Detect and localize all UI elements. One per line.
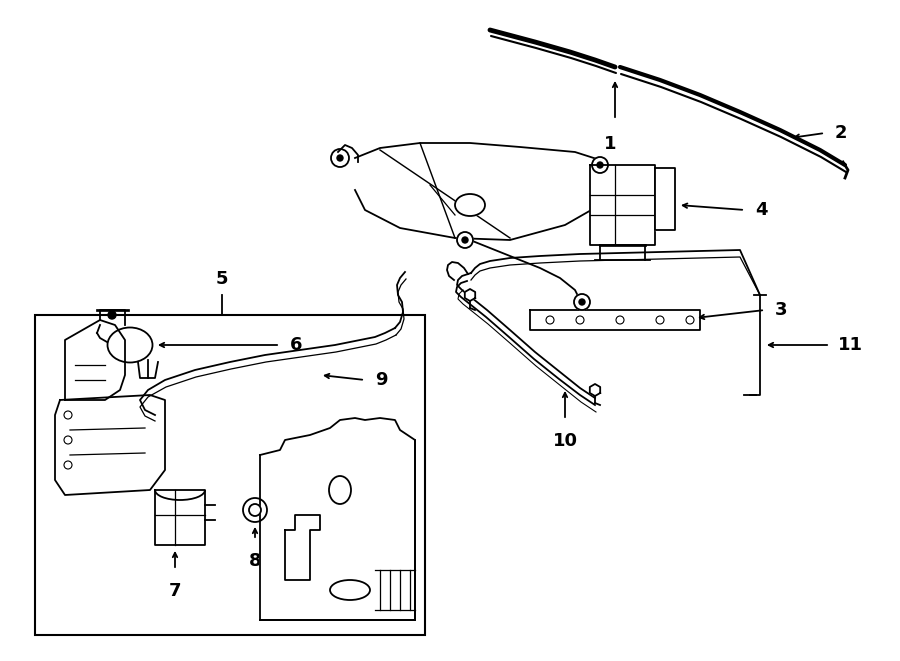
Circle shape <box>576 316 584 324</box>
Circle shape <box>249 504 261 516</box>
Circle shape <box>597 162 603 168</box>
Circle shape <box>64 461 72 469</box>
Polygon shape <box>590 384 600 396</box>
Circle shape <box>64 436 72 444</box>
Ellipse shape <box>107 327 152 362</box>
Circle shape <box>686 316 694 324</box>
Polygon shape <box>155 490 205 545</box>
Polygon shape <box>590 165 655 245</box>
Circle shape <box>656 316 664 324</box>
Text: 2: 2 <box>835 124 848 142</box>
Text: 1: 1 <box>604 135 617 153</box>
Text: 11: 11 <box>838 336 863 354</box>
Polygon shape <box>530 310 700 330</box>
Circle shape <box>462 237 468 243</box>
Circle shape <box>457 232 473 248</box>
Polygon shape <box>285 515 320 580</box>
Polygon shape <box>65 320 125 400</box>
Circle shape <box>592 157 608 173</box>
Circle shape <box>64 411 72 419</box>
Polygon shape <box>260 418 415 620</box>
Text: 10: 10 <box>553 432 578 450</box>
Text: 9: 9 <box>375 371 388 389</box>
Polygon shape <box>138 362 158 378</box>
Text: 6: 6 <box>290 336 302 354</box>
Text: 3: 3 <box>775 301 788 319</box>
Circle shape <box>337 155 343 161</box>
Circle shape <box>579 299 585 305</box>
Circle shape <box>546 316 554 324</box>
Circle shape <box>243 498 267 522</box>
Ellipse shape <box>455 194 485 216</box>
Circle shape <box>616 316 624 324</box>
Ellipse shape <box>330 580 370 600</box>
Polygon shape <box>464 289 475 301</box>
Text: 4: 4 <box>755 201 768 219</box>
Circle shape <box>331 149 349 167</box>
Text: 5: 5 <box>216 270 229 288</box>
Circle shape <box>108 311 116 319</box>
Text: 7: 7 <box>169 582 181 600</box>
Circle shape <box>574 294 590 310</box>
Polygon shape <box>655 168 675 230</box>
Polygon shape <box>355 143 610 240</box>
Ellipse shape <box>329 476 351 504</box>
Text: 8: 8 <box>248 552 261 570</box>
Polygon shape <box>55 395 165 495</box>
Bar <box>35 315 425 635</box>
